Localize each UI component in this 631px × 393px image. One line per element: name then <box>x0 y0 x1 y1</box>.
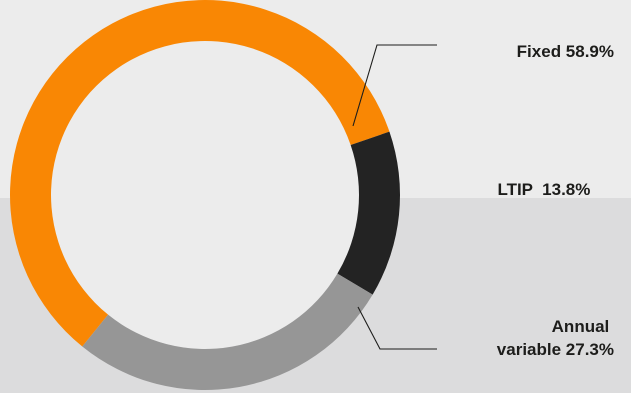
slice-label-fixed: Fixed 58.9% <box>517 42 614 61</box>
donut-slice-annual-variable <box>82 273 373 391</box>
slice-label-annual-variable: Annual variable 27.3% <box>497 317 614 359</box>
donut-slices <box>10 0 401 391</box>
donut-slice-ltip <box>337 131 401 295</box>
leader-lines <box>352 44 437 350</box>
slice-label-ltip: LTIP 13.8% <box>497 0 614 199</box>
leader-line-fixed <box>352 44 437 127</box>
slice-labels: Fixed 58.9% LTIP 13.8% Annual variable 2… <box>497 0 614 359</box>
slice-label-annual-variable-line-2: variable 27.3% <box>497 340 614 359</box>
slice-label-fixed-line-1: Fixed 58.9% <box>517 42 614 61</box>
slice-label-ltip-line-1: LTIP 13.8% <box>497 180 590 199</box>
slice-label-annual-variable-line-1: Annual <box>552 317 610 336</box>
leader-line-annual-variable <box>357 306 437 350</box>
donut-inner-fill <box>51 41 359 349</box>
